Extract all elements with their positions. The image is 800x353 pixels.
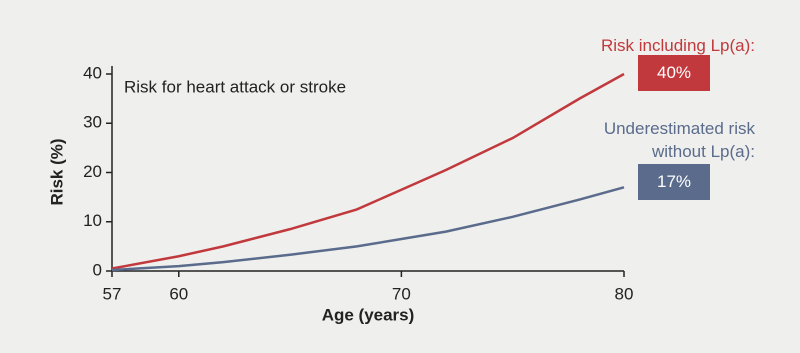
x-tick-label: 60 <box>169 284 188 303</box>
y-tick-label: 10 <box>83 211 102 230</box>
y-tick-label: 30 <box>83 113 102 132</box>
y-tick-label: 20 <box>83 162 102 181</box>
y-tick-label: 0 <box>93 260 102 279</box>
series-label: Underestimated risk without Lp(a): <box>603 119 755 161</box>
x-tick-label: 80 <box>615 284 634 303</box>
y-tick-label: 40 <box>83 63 102 82</box>
x-axis-label: Age (years) <box>322 305 415 324</box>
value-label: 40% <box>638 55 710 91</box>
value-label: 17% <box>638 164 710 200</box>
line <box>111 186 625 272</box>
y-axis-label: Risk (%) <box>47 138 66 205</box>
line <box>111 72 625 270</box>
annotation: Risk for heart attack or stroke <box>124 77 346 96</box>
series-label: Risk including Lp(a): <box>600 36 755 55</box>
x-tick-label: 70 <box>392 284 411 303</box>
x-tick-label: 57 <box>103 284 122 303</box>
